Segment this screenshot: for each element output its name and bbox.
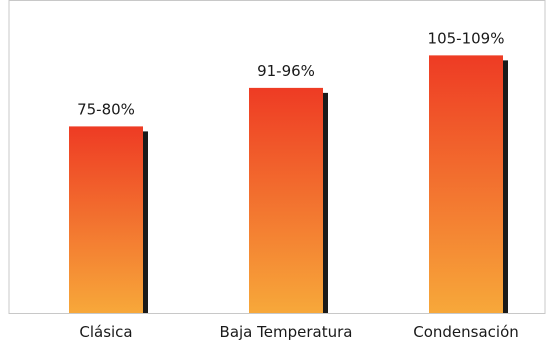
data-label: 75-80% [77, 100, 135, 118]
category-label: Baja Temperatura [220, 323, 353, 341]
plot-frame [8, 0, 546, 314]
data-label: 91-96% [257, 62, 315, 80]
data-label: 105-109% [428, 29, 505, 47]
bars-group [69, 55, 508, 314]
bar [69, 126, 143, 314]
labels-group: 75-80% Clásica 91-96% Baja Temperatura 105-1… [77, 29, 519, 341]
category-label: Condensación [413, 323, 519, 341]
bar [249, 87, 323, 313]
bar [429, 55, 503, 313]
category-label: Clásica [79, 323, 132, 341]
